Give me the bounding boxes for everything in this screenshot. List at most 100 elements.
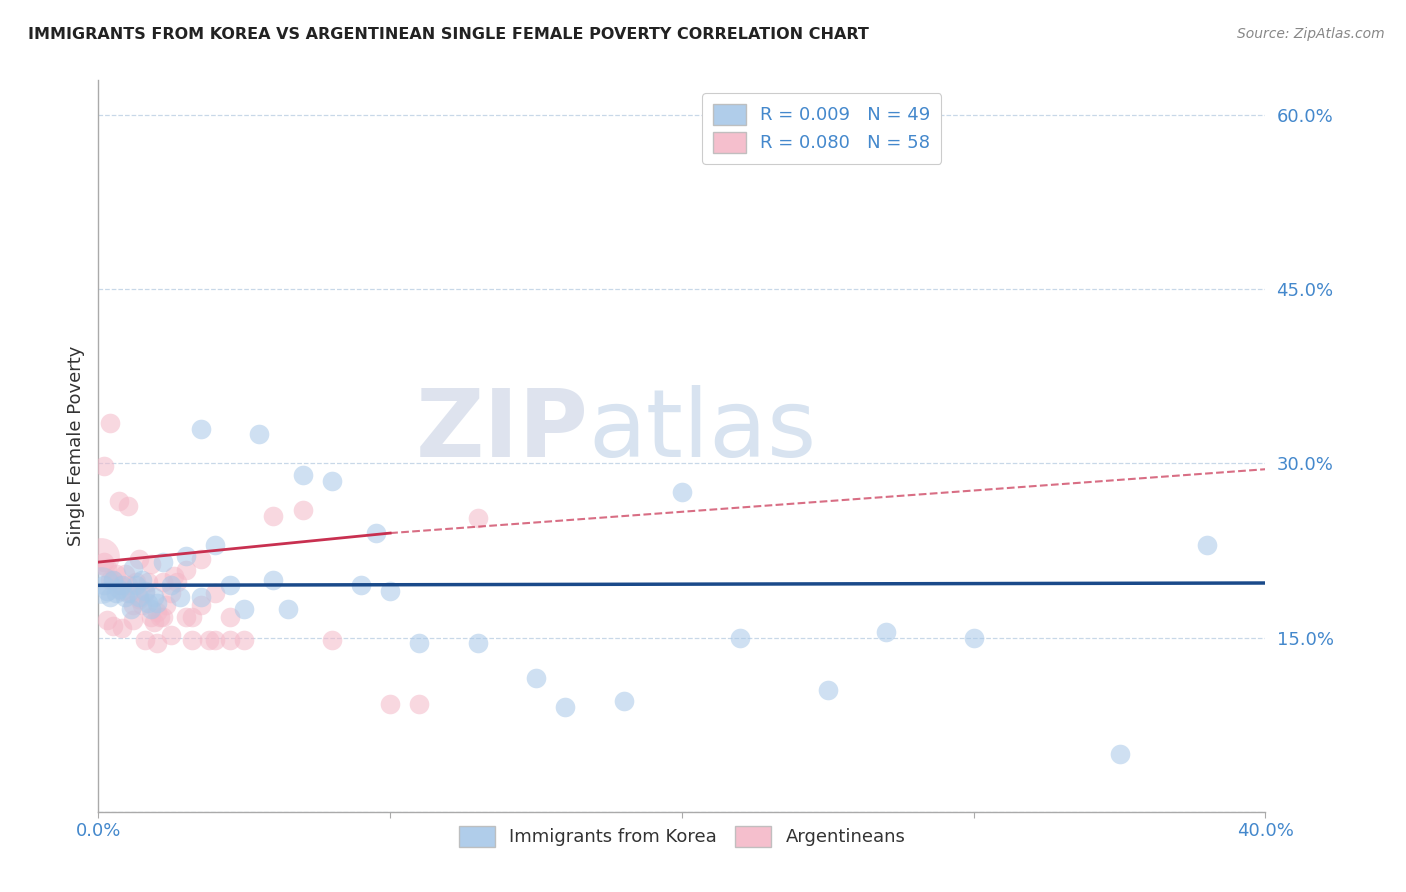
Point bbox=[104, 566, 127, 581]
Point bbox=[96, 561, 118, 575]
Point bbox=[108, 493, 131, 508]
Point bbox=[152, 555, 174, 569]
Point bbox=[612, 694, 634, 708]
Point bbox=[122, 598, 145, 612]
Point bbox=[380, 697, 402, 711]
Point bbox=[204, 538, 226, 552]
Point bbox=[218, 632, 240, 647]
Point bbox=[408, 636, 430, 650]
Point bbox=[120, 601, 142, 615]
Point bbox=[554, 700, 576, 714]
Point bbox=[155, 598, 177, 612]
Point bbox=[321, 632, 343, 647]
Point bbox=[152, 574, 174, 589]
Text: ZIP: ZIP bbox=[416, 385, 589, 477]
Point bbox=[730, 631, 752, 645]
Point bbox=[98, 416, 121, 430]
Point bbox=[96, 613, 118, 627]
Point bbox=[101, 573, 124, 587]
Point bbox=[114, 590, 136, 604]
Point bbox=[247, 427, 270, 442]
Point bbox=[134, 584, 156, 599]
Point bbox=[108, 582, 131, 596]
Text: IMMIGRANTS FROM KOREA VS ARGENTINEAN SINGLE FEMALE POVERTY CORRELATION CHART: IMMIGRANTS FROM KOREA VS ARGENTINEAN SIN… bbox=[28, 27, 869, 42]
Point bbox=[111, 584, 134, 599]
Point bbox=[125, 578, 148, 592]
Point bbox=[467, 511, 489, 525]
Point bbox=[180, 609, 202, 624]
Point bbox=[152, 609, 174, 624]
Point bbox=[139, 609, 162, 624]
Point bbox=[136, 574, 159, 589]
Point bbox=[149, 609, 172, 624]
Point bbox=[122, 613, 145, 627]
Point bbox=[1108, 747, 1130, 761]
Point bbox=[291, 468, 314, 483]
Point bbox=[114, 566, 136, 581]
Point bbox=[962, 631, 984, 645]
Point bbox=[131, 573, 153, 587]
Point bbox=[262, 573, 284, 587]
Point bbox=[142, 590, 165, 604]
Point bbox=[90, 578, 112, 592]
Point bbox=[134, 632, 156, 647]
Point bbox=[380, 584, 402, 599]
Point bbox=[524, 671, 547, 685]
Point bbox=[190, 598, 212, 612]
Point bbox=[174, 563, 197, 577]
Point bbox=[190, 551, 212, 566]
Point bbox=[101, 619, 124, 633]
Text: atlas: atlas bbox=[589, 385, 817, 477]
Point bbox=[93, 458, 115, 473]
Point bbox=[111, 621, 134, 635]
Point bbox=[93, 555, 115, 569]
Point bbox=[142, 615, 165, 630]
Point bbox=[350, 578, 373, 592]
Point bbox=[190, 590, 212, 604]
Point bbox=[204, 586, 226, 600]
Point bbox=[117, 500, 139, 514]
Point bbox=[111, 578, 134, 592]
Point bbox=[467, 636, 489, 650]
Point bbox=[671, 485, 693, 500]
Text: Source: ZipAtlas.com: Source: ZipAtlas.com bbox=[1237, 27, 1385, 41]
Point bbox=[90, 549, 112, 564]
Point bbox=[277, 601, 299, 615]
Point bbox=[101, 573, 124, 587]
Point bbox=[160, 628, 183, 642]
Point bbox=[160, 578, 183, 592]
Point bbox=[131, 598, 153, 612]
Point bbox=[166, 574, 188, 589]
Point bbox=[233, 632, 256, 647]
Point bbox=[169, 590, 191, 604]
Point bbox=[408, 697, 430, 711]
Point bbox=[146, 636, 169, 650]
Point bbox=[117, 578, 139, 592]
Point bbox=[364, 526, 387, 541]
Point bbox=[146, 596, 169, 610]
Point bbox=[218, 578, 240, 592]
Point bbox=[93, 578, 115, 592]
Point bbox=[146, 605, 169, 619]
Point bbox=[136, 596, 159, 610]
Point bbox=[128, 592, 150, 607]
Point bbox=[198, 632, 221, 647]
Point bbox=[218, 609, 240, 624]
Point bbox=[128, 551, 150, 566]
Point bbox=[875, 624, 897, 639]
Point bbox=[108, 578, 131, 592]
Point bbox=[134, 586, 156, 600]
Point bbox=[262, 508, 284, 523]
Point bbox=[98, 590, 121, 604]
Point bbox=[190, 421, 212, 435]
Point bbox=[174, 549, 197, 564]
Point bbox=[96, 584, 118, 599]
Point bbox=[139, 558, 162, 572]
Point bbox=[104, 586, 127, 600]
Point bbox=[163, 569, 186, 583]
Point bbox=[117, 586, 139, 600]
Point bbox=[98, 573, 121, 587]
Point bbox=[180, 632, 202, 647]
Y-axis label: Single Female Poverty: Single Female Poverty bbox=[66, 346, 84, 546]
Point bbox=[233, 601, 256, 615]
